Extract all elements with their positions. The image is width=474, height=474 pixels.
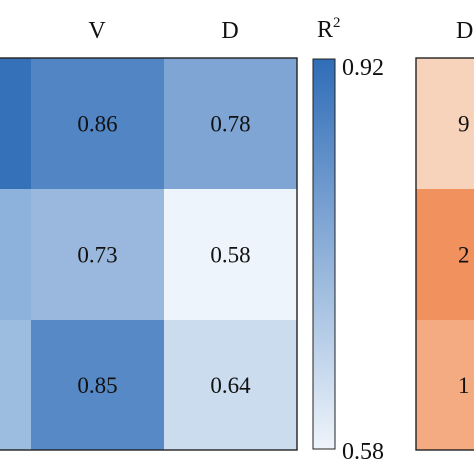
heatmap-cell [0,320,31,450]
colorbar: R2 0.92 0.58 [312,15,384,465]
orange-heatmap-frame [415,57,474,451]
colorbar-title-r: R [317,17,333,43]
heatmap-cell [31,58,164,189]
orange-heatmap-cell-label: 2 [458,243,470,268]
orange-heatmap-cell [416,58,474,189]
orange-heatmap-cells [416,58,474,450]
heatmap-cell [164,320,297,450]
heatmap-cell [0,58,31,189]
orange-heatmap: 9 2 1 D [415,18,474,451]
column-label-d: D [221,18,238,44]
orange-heatmap-cell [416,189,474,320]
orange-heatmap-cell-label: 1 [458,373,470,398]
heatmap-cell [164,58,297,189]
heatmap-cell-label: 0.64 [210,373,251,398]
colorbar-max-label: 0.92 [342,55,384,81]
blue-heatmap-cells [0,58,297,450]
blue-heatmap-frame [0,57,298,451]
blue-heatmap: 0.86 0.78 0.73 0.58 0.85 0.64 V D [0,18,298,451]
orange-heatmap-cell [416,320,474,450]
colorbar-gradient [312,58,336,450]
blue-heatmap-cell-labels: 0.86 0.78 0.73 0.58 0.85 0.64 [77,112,251,399]
heatmap-cell [0,189,31,320]
orange-heatmap-cell-labels: 9 2 1 [458,112,470,399]
heatmap-cell-label: 0.78 [210,112,250,137]
column-label-v: V [88,18,106,44]
heatmap-cell [31,320,164,450]
heatmap-cell-label: 0.58 [210,243,250,268]
orange-heatmap-cell-label: 9 [458,112,470,137]
heatmap-cell-label: 0.85 [77,373,117,398]
column-label-d-right: D [456,18,473,44]
heatmap-cell [164,189,297,320]
heatmap-cell [31,189,164,320]
heatmap-cell-label: 0.73 [77,243,117,268]
colorbar-title-superscript: 2 [333,15,341,31]
colorbar-title: R2 [317,15,341,43]
colorbar-min-label: 0.58 [342,439,384,465]
heatmap-cell-label: 0.86 [77,112,117,137]
